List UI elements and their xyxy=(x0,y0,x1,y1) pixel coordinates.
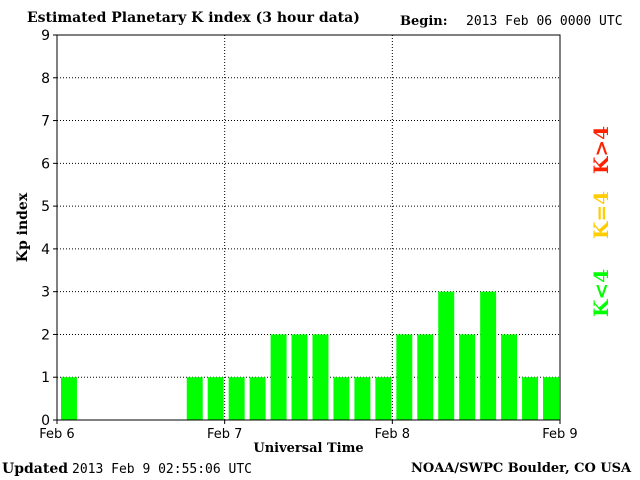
kp-bar xyxy=(228,377,245,420)
legend-k-greater-4: K>4 xyxy=(586,120,616,180)
kp-bar xyxy=(375,377,392,420)
kp-bar xyxy=(186,377,203,420)
legend-k-less-4: K<4 xyxy=(586,268,616,317)
y-tick-label: 6 xyxy=(41,156,50,172)
x-tick-label: Feb 6 xyxy=(39,427,74,442)
kp-bar xyxy=(396,334,413,420)
begin-label: Begin: xyxy=(400,14,448,29)
legend-k-equal-4: K=4 xyxy=(586,190,616,240)
updated-value: 2013 Feb 9 02:55:06 UTC xyxy=(72,462,253,477)
kp-bar xyxy=(312,334,329,420)
kp-bar xyxy=(270,334,287,420)
kp-bar xyxy=(417,334,434,420)
plot-frame xyxy=(56,34,561,421)
y-tick-label: 2 xyxy=(41,327,50,343)
source-credit: NOAA/SWPC Boulder, CO USA xyxy=(411,461,632,476)
kp-bar xyxy=(480,291,497,420)
kp-bar xyxy=(459,334,476,420)
y-tick-label: 3 xyxy=(41,285,50,301)
begin-value: 2013 Feb 06 0000 UTC xyxy=(466,14,623,29)
x-tick-label: Feb 7 xyxy=(207,427,242,442)
y-tick-label: 4 xyxy=(41,242,50,258)
y-tick-label: 1 xyxy=(41,370,50,386)
chart-title: Estimated Planetary K index (3 hour data… xyxy=(27,10,360,26)
y-tick-label: 7 xyxy=(41,114,50,130)
legend-k-less-4-label: K<4 xyxy=(589,268,613,317)
y-tick-label: 0 xyxy=(41,413,50,429)
kp-bar xyxy=(291,334,308,420)
kp-bar xyxy=(501,334,518,420)
y-tick-label: 5 xyxy=(41,199,50,215)
kp-bar xyxy=(438,291,455,420)
updated-label: Updated xyxy=(2,461,69,477)
y-tick-label: 8 xyxy=(41,71,50,87)
plot-area xyxy=(57,35,560,420)
kp-bar xyxy=(207,377,224,420)
kp-bar xyxy=(61,377,77,420)
y-tick-label: 9 xyxy=(41,28,50,44)
kp-bar xyxy=(522,377,539,420)
kp-bar xyxy=(354,377,371,420)
kp-bar xyxy=(543,377,559,420)
kp-bar xyxy=(249,377,266,420)
kp-bar xyxy=(333,377,350,420)
legend-k-greater-4-label: K>4 xyxy=(589,125,613,175)
x-tick-label: Feb 9 xyxy=(542,427,577,442)
legend-k-equal-4-label: K=4 xyxy=(589,190,613,240)
x-tick-label: Feb 8 xyxy=(375,427,410,442)
x-axis-label: Universal Time xyxy=(253,441,363,456)
y-axis-label: Kp index xyxy=(15,192,31,262)
